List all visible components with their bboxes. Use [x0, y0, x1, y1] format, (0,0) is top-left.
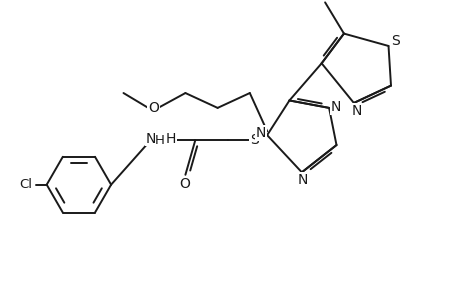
Text: N: N — [297, 173, 308, 187]
Text: S: S — [250, 133, 258, 147]
Text: H: H — [165, 132, 176, 145]
Text: N: N — [145, 132, 155, 145]
Text: S: S — [391, 34, 399, 48]
Text: N: N — [350, 104, 361, 118]
Text: O: O — [179, 177, 190, 191]
Text: N: N — [256, 126, 266, 140]
Text: Cl: Cl — [19, 178, 32, 191]
Text: N: N — [330, 100, 341, 114]
Text: O: O — [147, 101, 158, 115]
Text: H: H — [154, 134, 164, 147]
